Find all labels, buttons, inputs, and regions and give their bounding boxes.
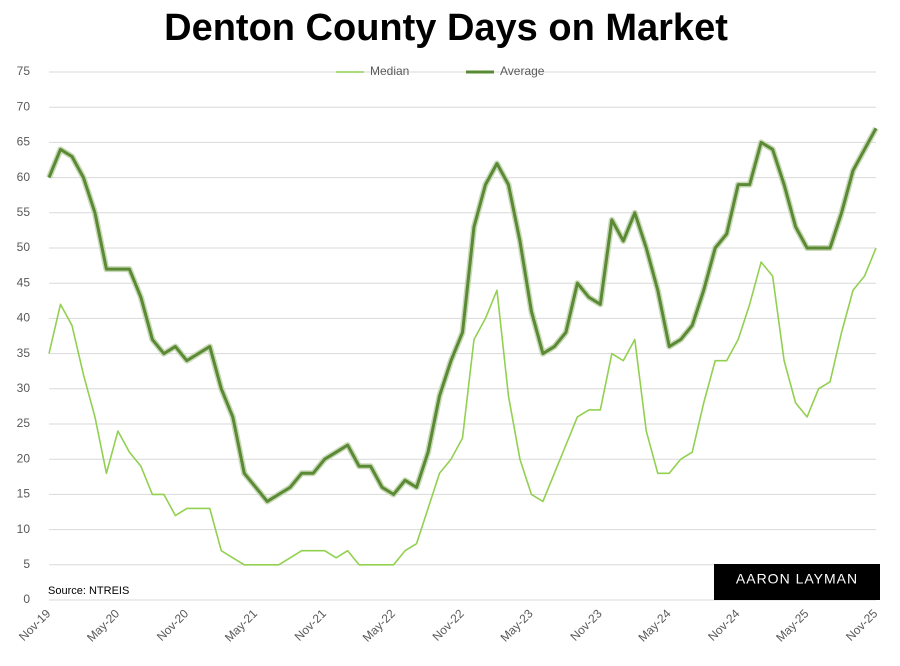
- y-tick-label: 25: [17, 416, 31, 430]
- y-tick-label: 45: [17, 275, 31, 289]
- x-tick-label: Nov-24: [705, 606, 742, 643]
- y-tick-label: 0: [23, 592, 30, 606]
- y-tick-label: 15: [17, 487, 31, 501]
- chart-title: Denton County Days on Market: [164, 7, 728, 49]
- y-tick-label: 20: [17, 451, 31, 465]
- x-tick-label: May-21: [222, 606, 260, 644]
- y-tick-label: 65: [17, 135, 31, 149]
- logo-box: [714, 564, 880, 600]
- y-tick-label: 30: [17, 381, 31, 395]
- y-tick-label: 35: [17, 346, 31, 360]
- y-tick-label: 60: [17, 170, 31, 184]
- legend-label: Average: [500, 64, 545, 78]
- x-tick-label: Nov-19: [16, 606, 53, 643]
- x-tick-label: May-22: [360, 606, 398, 644]
- legend-label: Median: [370, 64, 409, 78]
- x-tick-label: May-25: [773, 606, 811, 644]
- y-tick-label: 5: [23, 557, 30, 571]
- y-tick-label: 10: [17, 522, 31, 536]
- source-note: Source: NTREIS: [48, 585, 129, 597]
- x-tick-label: Nov-21: [292, 606, 329, 643]
- line-shadow: [46, 126, 879, 505]
- y-tick-label: 70: [17, 99, 31, 113]
- y-tick-label: 40: [17, 311, 31, 325]
- x-tick-label: May-20: [84, 606, 122, 644]
- x-tick-label: May-24: [635, 606, 673, 644]
- y-tick-label: 55: [17, 205, 31, 219]
- x-tick-label: Nov-20: [154, 606, 191, 643]
- y-tick-label: 50: [17, 240, 31, 254]
- x-tick-label: Nov-23: [567, 606, 604, 643]
- series-line: [47, 127, 878, 503]
- series-line: [48, 247, 877, 566]
- x-tick-label: May-23: [498, 606, 536, 644]
- x-tick-label: Nov-25: [843, 606, 880, 643]
- x-tick-label: Nov-22: [430, 606, 467, 643]
- y-tick-label: 75: [17, 64, 31, 78]
- logo-text: AARON LAYMAN: [736, 571, 858, 587]
